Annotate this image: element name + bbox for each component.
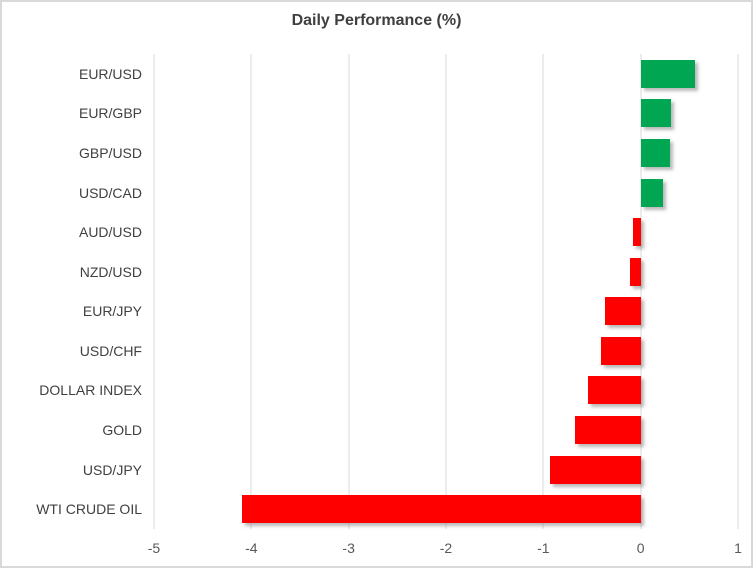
x-tick-label: -2: [439, 540, 453, 556]
bar-gold: [575, 416, 641, 445]
bar-eur-jpy: [604, 297, 641, 326]
x-tick-label: -1: [537, 540, 550, 556]
plot-area: [153, 54, 739, 529]
category-label: GOLD: [102, 421, 142, 438]
x-tick-label: 1: [734, 540, 742, 556]
bar-eur-gbp: [640, 99, 671, 128]
category-label: WTI CRUDE OIL: [36, 501, 142, 518]
gridline: [640, 54, 642, 529]
bar-dollar-index: [588, 376, 641, 405]
gridline: [445, 54, 447, 529]
bar-usd-jpy: [550, 455, 641, 484]
gridline: [153, 54, 155, 529]
category-label: AUD/USD: [78, 224, 142, 241]
x-tick-label: -3: [342, 540, 355, 556]
bar-eur-usd: [640, 59, 696, 88]
category-label: USD/CAD: [78, 184, 142, 201]
x-tick-label: -4: [245, 540, 258, 556]
category-axis: EUR/USD EUR/GBP GBP/USD USD/CAD AUD/USD NZD/U…: [2, 54, 142, 529]
category-label: USD/CHF: [79, 342, 142, 359]
bar-wti-crude-oil: [241, 495, 641, 524]
x-tick-label: 0: [636, 540, 645, 556]
category-label: EUR/JPY: [82, 303, 142, 320]
x-tick-label: -5: [147, 540, 161, 556]
bar-gbp-usd: [640, 138, 670, 167]
bar-nzd-usd: [629, 257, 641, 286]
bar-usd-cad: [640, 178, 664, 207]
gridline: [348, 54, 350, 529]
category-label: USD/JPY: [82, 461, 142, 478]
category-label: EUR/GBP: [78, 105, 142, 122]
bar-aud-usd: [632, 218, 641, 247]
category-label: DOLLAR INDEX: [39, 382, 142, 399]
gridline: [542, 54, 544, 529]
category-label: NZD/USD: [79, 263, 142, 280]
gridline: [250, 54, 252, 529]
value-axis: -5 -4 -3 -2 -1 0 1: [148, 540, 742, 560]
bar-usd-chf: [600, 336, 641, 365]
category-label: GBP/USD: [78, 144, 142, 161]
chart-title: Daily Performance (%): [291, 12, 462, 29]
category-label: EUR/USD: [78, 65, 142, 82]
gridline: [737, 54, 739, 529]
